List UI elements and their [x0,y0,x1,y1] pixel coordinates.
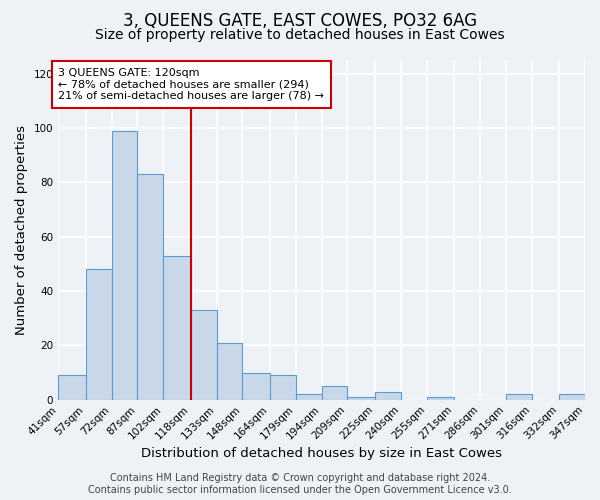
Bar [347,397,375,400]
Bar [191,310,217,400]
Bar [58,376,86,400]
Bar [506,394,532,400]
X-axis label: Distribution of detached houses by size in East Cowes: Distribution of detached houses by size … [141,447,502,460]
Text: Contains HM Land Registry data © Crown copyright and database right 2024.
Contai: Contains HM Land Registry data © Crown c… [88,474,512,495]
Bar [163,256,191,400]
Y-axis label: Number of detached properties: Number of detached properties [15,125,28,335]
Bar [270,376,296,400]
Text: Size of property relative to detached houses in East Cowes: Size of property relative to detached ho… [95,28,505,42]
Bar [112,130,137,400]
Text: 3, QUEENS GATE, EAST COWES, PO32 6AG: 3, QUEENS GATE, EAST COWES, PO32 6AG [123,12,477,30]
Text: 3 QUEENS GATE: 120sqm
← 78% of detached houses are smaller (294)
21% of semi-det: 3 QUEENS GATE: 120sqm ← 78% of detached … [58,68,324,102]
Bar [427,397,454,400]
Bar [217,342,242,400]
Bar [375,392,401,400]
Bar [322,386,347,400]
Bar [559,394,585,400]
Bar [242,372,270,400]
Bar [296,394,322,400]
Bar [137,174,163,400]
Bar [86,270,112,400]
